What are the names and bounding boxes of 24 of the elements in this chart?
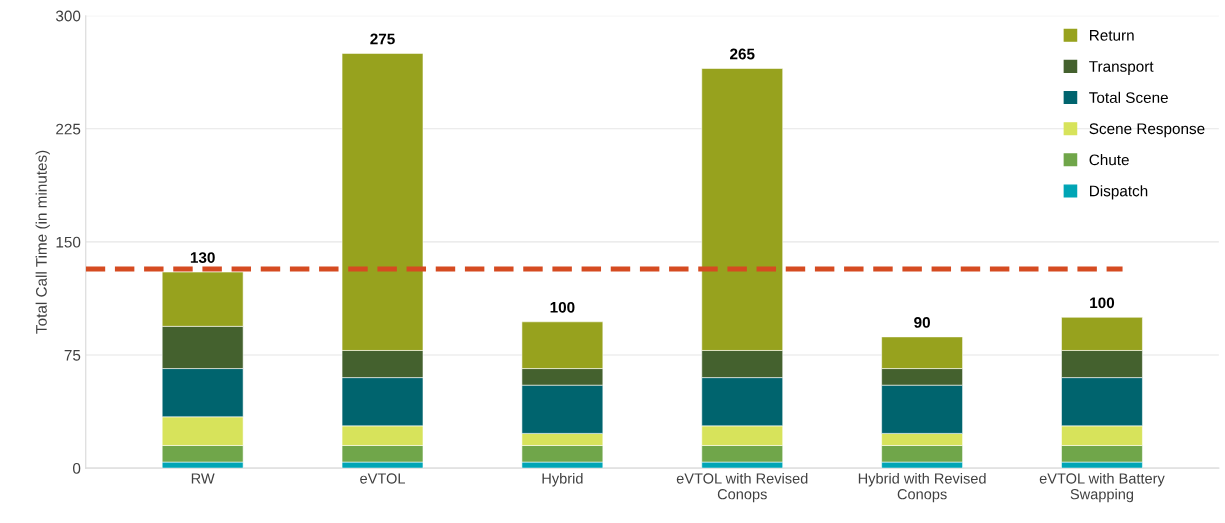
- total-label: 100: [550, 301, 575, 313]
- total-label: 265: [730, 48, 755, 60]
- legend-label: Dispatch: [1090, 185, 1148, 200]
- x-tick-label: eVTOL with Revised Conops: [676, 472, 808, 503]
- total-label: 100: [1090, 297, 1115, 309]
- legend-label: Total Scene: [1089, 91, 1168, 103]
- legend-label: Chute: [1089, 154, 1129, 166]
- legend-label: Return: [1090, 30, 1134, 41]
- x-tick-label: RW: [191, 473, 215, 484]
- x-tick-label: Hybrid with Revised Conops: [858, 472, 986, 503]
- y-tick-label: 300: [55, 10, 81, 22]
- total-label: 130: [190, 252, 215, 264]
- y-tick-label: 75: [64, 350, 81, 361]
- y-axis-title: Total Call Time (in minutes): [35, 150, 50, 334]
- legend-label: Scene Response: [1089, 123, 1205, 138]
- y-tick-label: 0: [72, 462, 81, 474]
- y-tick-label: 225: [56, 123, 81, 135]
- total-label: 275: [370, 33, 395, 45]
- total-label: 90: [914, 317, 930, 328]
- legend-label: Transport: [1089, 61, 1154, 75]
- y-tick-label: 150: [56, 236, 81, 248]
- x-tick-label: eVTOL: [360, 473, 406, 484]
- x-tick-label: Hybrid: [542, 472, 583, 487]
- x-tick-label: eVTOL with Battery Swapping: [1039, 472, 1165, 503]
